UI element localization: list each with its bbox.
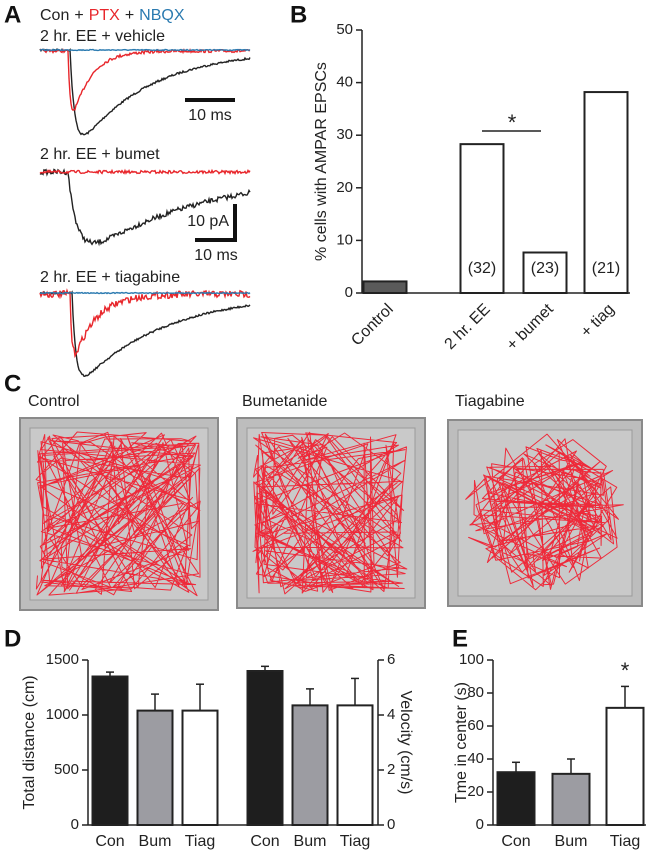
x-tick-label: Bum bbox=[139, 833, 172, 850]
scale-label: 10 ms bbox=[188, 107, 232, 124]
x-tick-label: + bumet bbox=[504, 300, 558, 354]
x-tick-label: Tiag bbox=[185, 833, 216, 850]
bar bbox=[362, 280, 408, 295]
y-axis-label: Total distance (cm) bbox=[21, 675, 38, 809]
x-tick-label: 2 hr. EE bbox=[442, 301, 494, 353]
legend-entry: PTX bbox=[89, 7, 120, 24]
panel-letter: B bbox=[290, 1, 307, 28]
trace bbox=[39, 288, 251, 359]
legend-entry: Con bbox=[40, 7, 69, 24]
track-path bbox=[465, 433, 624, 591]
y-axis-label: % cells with AMPAR EPSCs bbox=[313, 62, 330, 261]
trace-title: 2 hr. EE + bumet bbox=[40, 146, 160, 163]
panel-letter: C bbox=[4, 370, 21, 397]
trace bbox=[40, 291, 251, 295]
y-tick-label: 30 bbox=[336, 126, 353, 143]
panel-letter: E bbox=[452, 625, 468, 652]
y-axis-label: Tme in center (s) bbox=[453, 682, 470, 803]
track-path bbox=[35, 431, 201, 597]
y2-axis-label: Velocity (cm/s) bbox=[397, 690, 414, 794]
x-tick-label: Bum bbox=[555, 833, 588, 850]
legend-entry: NBQX bbox=[139, 7, 185, 24]
legend-entry: + bbox=[125, 7, 134, 24]
x-tick-label: Tiag bbox=[340, 833, 371, 850]
track bbox=[35, 431, 201, 597]
track-path bbox=[252, 431, 408, 595]
legend-entry: + bbox=[74, 7, 83, 24]
bar bbox=[496, 771, 536, 827]
x-tick-label: + tiag bbox=[578, 301, 618, 341]
bar bbox=[336, 704, 374, 826]
bar bbox=[181, 709, 219, 826]
scale-bar bbox=[195, 204, 237, 242]
bar bbox=[291, 704, 329, 826]
y-tick-label: 40 bbox=[467, 750, 484, 767]
y-tick-label: 0 bbox=[71, 816, 79, 833]
y-tick-label: 40 bbox=[336, 74, 353, 91]
y-tick-label: 0 bbox=[345, 284, 353, 301]
trace bbox=[39, 168, 251, 247]
y-tick-label: 80 bbox=[467, 684, 484, 701]
y2-tick-label: 6 bbox=[387, 651, 395, 668]
trace bbox=[39, 48, 251, 52]
significance-star: * bbox=[621, 658, 630, 683]
panel-letter: A bbox=[4, 1, 21, 28]
image-title: Bumetanide bbox=[242, 393, 327, 410]
trace-title: 2 hr. EE + vehicle bbox=[40, 28, 165, 45]
track bbox=[252, 431, 408, 595]
scale-label: 10 ms bbox=[194, 247, 238, 264]
bar bbox=[91, 675, 129, 826]
x-tick-label: Tiag bbox=[610, 833, 641, 850]
bar bbox=[605, 706, 645, 826]
trace bbox=[39, 47, 251, 136]
trace bbox=[39, 290, 251, 378]
scale-label: 10 pA bbox=[187, 213, 229, 230]
trace bbox=[39, 48, 251, 111]
bar bbox=[522, 251, 568, 294]
x-tick-label: Con bbox=[501, 833, 530, 850]
panel-letter: D bbox=[4, 625, 21, 652]
y-tick-label: 0 bbox=[476, 816, 484, 833]
bar bbox=[583, 91, 629, 295]
x-tick-label: Con bbox=[250, 833, 279, 850]
y-tick-label: 1500 bbox=[46, 651, 79, 668]
bar-label: (21) bbox=[592, 260, 620, 277]
x-tick-label: Control bbox=[348, 301, 397, 350]
bar-label: (32) bbox=[468, 260, 496, 277]
trace bbox=[39, 168, 251, 176]
trace-title: 2 hr. EE + tiagabine bbox=[40, 269, 180, 286]
track bbox=[465, 433, 624, 591]
y2-tick-label: 2 bbox=[387, 761, 395, 778]
y2-tick-label: 4 bbox=[387, 706, 395, 723]
y-tick-label: 1000 bbox=[46, 706, 79, 723]
legend: Con + PTX + NBQX bbox=[40, 7, 185, 24]
image-title: Control bbox=[28, 393, 80, 410]
y-tick-label: 50 bbox=[336, 21, 353, 38]
y-tick-label: 20 bbox=[336, 179, 353, 196]
y-tick-label: 20 bbox=[467, 783, 484, 800]
bar bbox=[551, 772, 591, 826]
y-tick-label: 500 bbox=[54, 761, 79, 778]
image-title: Tiagabine bbox=[455, 393, 525, 410]
x-tick-label: Con bbox=[95, 833, 124, 850]
y2-tick-label: 0 bbox=[387, 816, 395, 833]
y-tick-label: 10 bbox=[336, 231, 353, 248]
bar bbox=[136, 709, 174, 826]
bar-label: (23) bbox=[531, 260, 559, 277]
y-tick-label: 60 bbox=[467, 717, 484, 734]
y-tick-label: 100 bbox=[459, 651, 484, 668]
significance-star: * bbox=[508, 110, 517, 135]
x-tick-label: Bum bbox=[294, 833, 327, 850]
bar bbox=[246, 670, 284, 826]
bar bbox=[459, 143, 505, 294]
